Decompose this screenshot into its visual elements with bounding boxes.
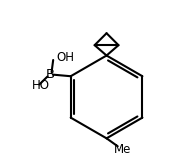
Text: OH: OH bbox=[56, 51, 74, 64]
Text: Me: Me bbox=[114, 143, 131, 156]
Text: B: B bbox=[45, 68, 55, 81]
Text: HO: HO bbox=[32, 79, 50, 92]
